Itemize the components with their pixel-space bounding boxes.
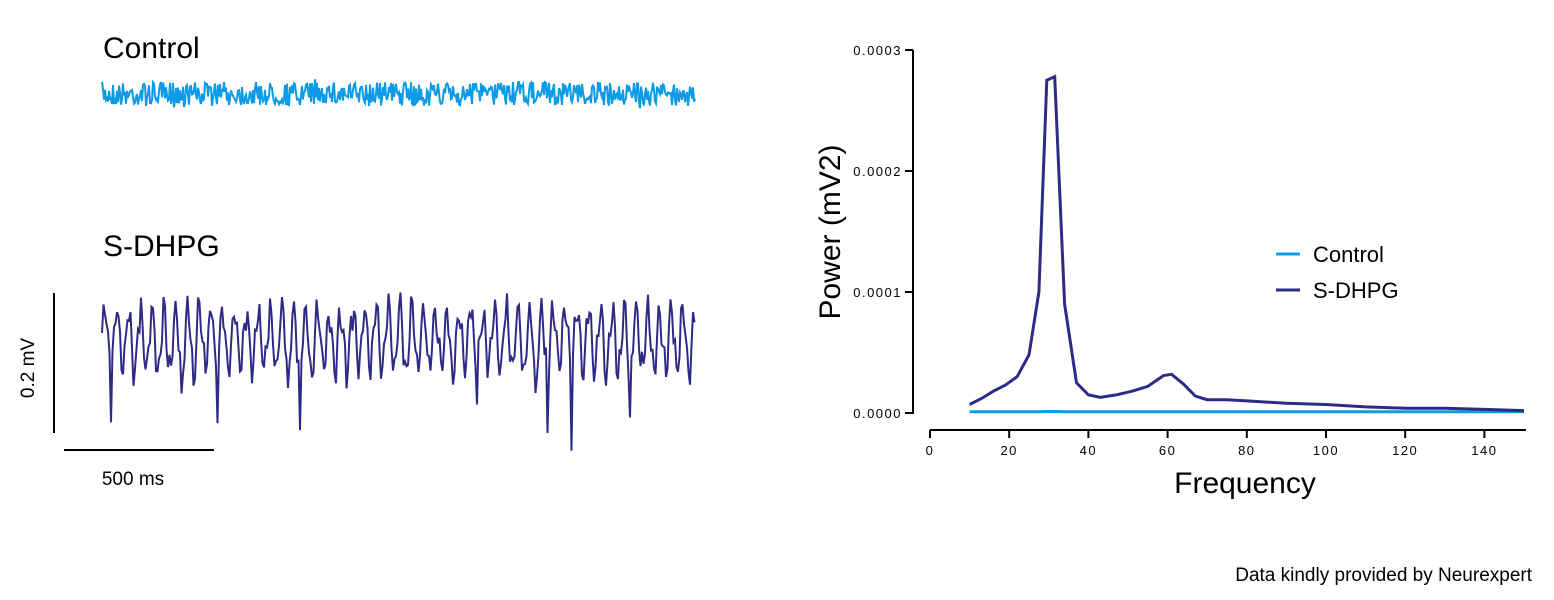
y-tick-label: 0.0000 [853, 406, 902, 421]
footer: Data kindly provided by Neurexpert [1235, 565, 1532, 586]
x-tick-label: 60 [1159, 443, 1176, 458]
trace-label: S-DHPG [103, 230, 220, 263]
legend-label: Control [1313, 242, 1384, 267]
legend-label: S-DHPG [1313, 278, 1399, 303]
scale-y-label: 0.2 mV [18, 338, 39, 399]
x-tick-label: 120 [1392, 443, 1418, 458]
trace-label: Control [103, 32, 200, 65]
x-tick-label: 0 [926, 443, 935, 458]
scale-x-label: 500 ms [102, 469, 164, 490]
trace [101, 79, 696, 109]
y-tick-label: 0.0002 [853, 164, 902, 179]
x-tick-label: 40 [1080, 443, 1097, 458]
x-tick-label: 100 [1313, 443, 1339, 458]
series-line [968, 74, 1525, 413]
y-tick-label: 0.0001 [853, 285, 902, 300]
x-tick-label: 140 [1471, 443, 1497, 458]
x-axis-label: Frequency [1174, 467, 1316, 500]
x-tick-label: 20 [1000, 443, 1017, 458]
trace [101, 292, 696, 451]
x-tick-label: 80 [1238, 443, 1255, 458]
y-tick-label: 0.0003 [853, 43, 902, 58]
y-axis-label: Power (mV2) [814, 144, 847, 319]
